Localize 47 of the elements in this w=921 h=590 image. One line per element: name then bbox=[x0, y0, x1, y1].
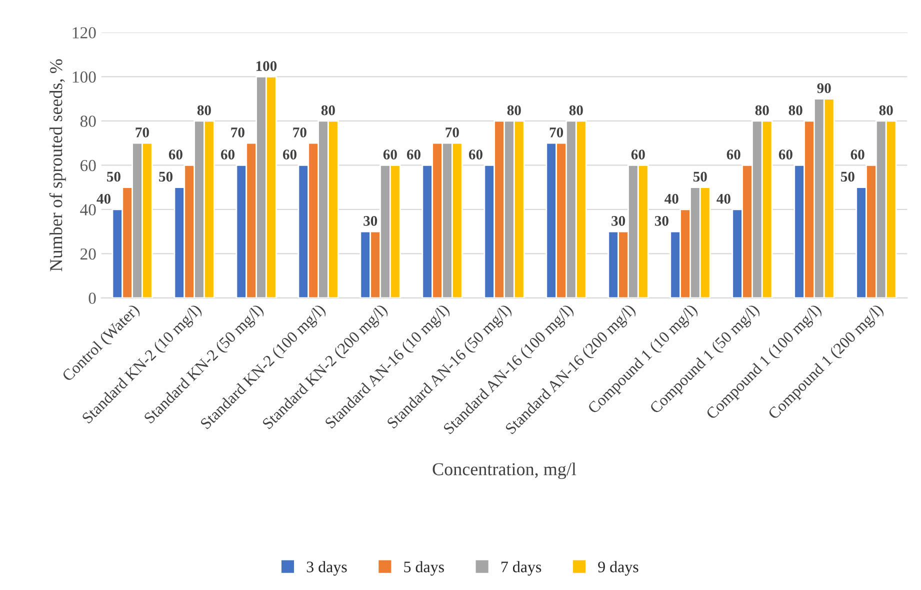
data-label: 60 bbox=[726, 150, 740, 160]
y-tick-label: 100 bbox=[72, 71, 96, 83]
data-label: 60 bbox=[282, 150, 296, 160]
data-label: 80 bbox=[321, 105, 335, 116]
data-label: 80 bbox=[197, 105, 211, 116]
data-label: 80 bbox=[755, 105, 769, 116]
legend-label: 9 days bbox=[598, 561, 638, 576]
data-label: 80 bbox=[788, 105, 802, 116]
data-label: 40 bbox=[96, 194, 111, 204]
data-label: 90 bbox=[817, 83, 831, 94]
data-label: 80 bbox=[507, 105, 521, 116]
y-tick-label: 40 bbox=[80, 204, 96, 216]
data-label: 50 bbox=[840, 172, 854, 182]
data-label: 60 bbox=[406, 150, 420, 160]
data-label: 70 bbox=[136, 127, 149, 138]
data-label: 80 bbox=[569, 105, 583, 116]
data-label: 60 bbox=[778, 150, 792, 160]
data-label: 60 bbox=[631, 150, 645, 160]
data-label: 40 bbox=[664, 194, 678, 204]
data-label: 70 bbox=[550, 127, 564, 138]
x-axis-title: Concentration, mg/l bbox=[432, 462, 576, 480]
data-label: 60 bbox=[168, 150, 182, 160]
legend-label: 5 days bbox=[404, 561, 444, 576]
data-label: 30 bbox=[654, 216, 668, 226]
data-label: 60 bbox=[468, 150, 482, 160]
data-label: 60 bbox=[220, 150, 235, 160]
data-label: 50 bbox=[107, 172, 120, 182]
data-label: 60 bbox=[850, 150, 864, 160]
y-tick-label: 60 bbox=[80, 160, 96, 172]
data-label: 50 bbox=[159, 172, 173, 182]
data-label: 50 bbox=[693, 172, 707, 182]
data-label: 80 bbox=[879, 105, 893, 116]
data-label: 30 bbox=[612, 216, 626, 226]
data-label: 70 bbox=[446, 127, 459, 138]
data-label: 40 bbox=[716, 194, 730, 204]
data-label: 60 bbox=[383, 150, 397, 160]
data-label: 100 bbox=[256, 61, 277, 71]
y-tick-label: 20 bbox=[80, 248, 96, 260]
legend-label: 3 days bbox=[306, 561, 347, 576]
data-label: 30 bbox=[364, 216, 378, 226]
y-tick-label: 120 bbox=[72, 27, 96, 38]
y-axis-title: Number of sprouted seeds, % bbox=[49, 59, 66, 272]
data-label: 70 bbox=[293, 127, 306, 138]
legend-label: 7 days bbox=[501, 561, 542, 576]
y-tick-label: 0 bbox=[88, 292, 96, 304]
y-tick-label: 80 bbox=[80, 116, 96, 127]
data-label: 70 bbox=[231, 127, 244, 138]
